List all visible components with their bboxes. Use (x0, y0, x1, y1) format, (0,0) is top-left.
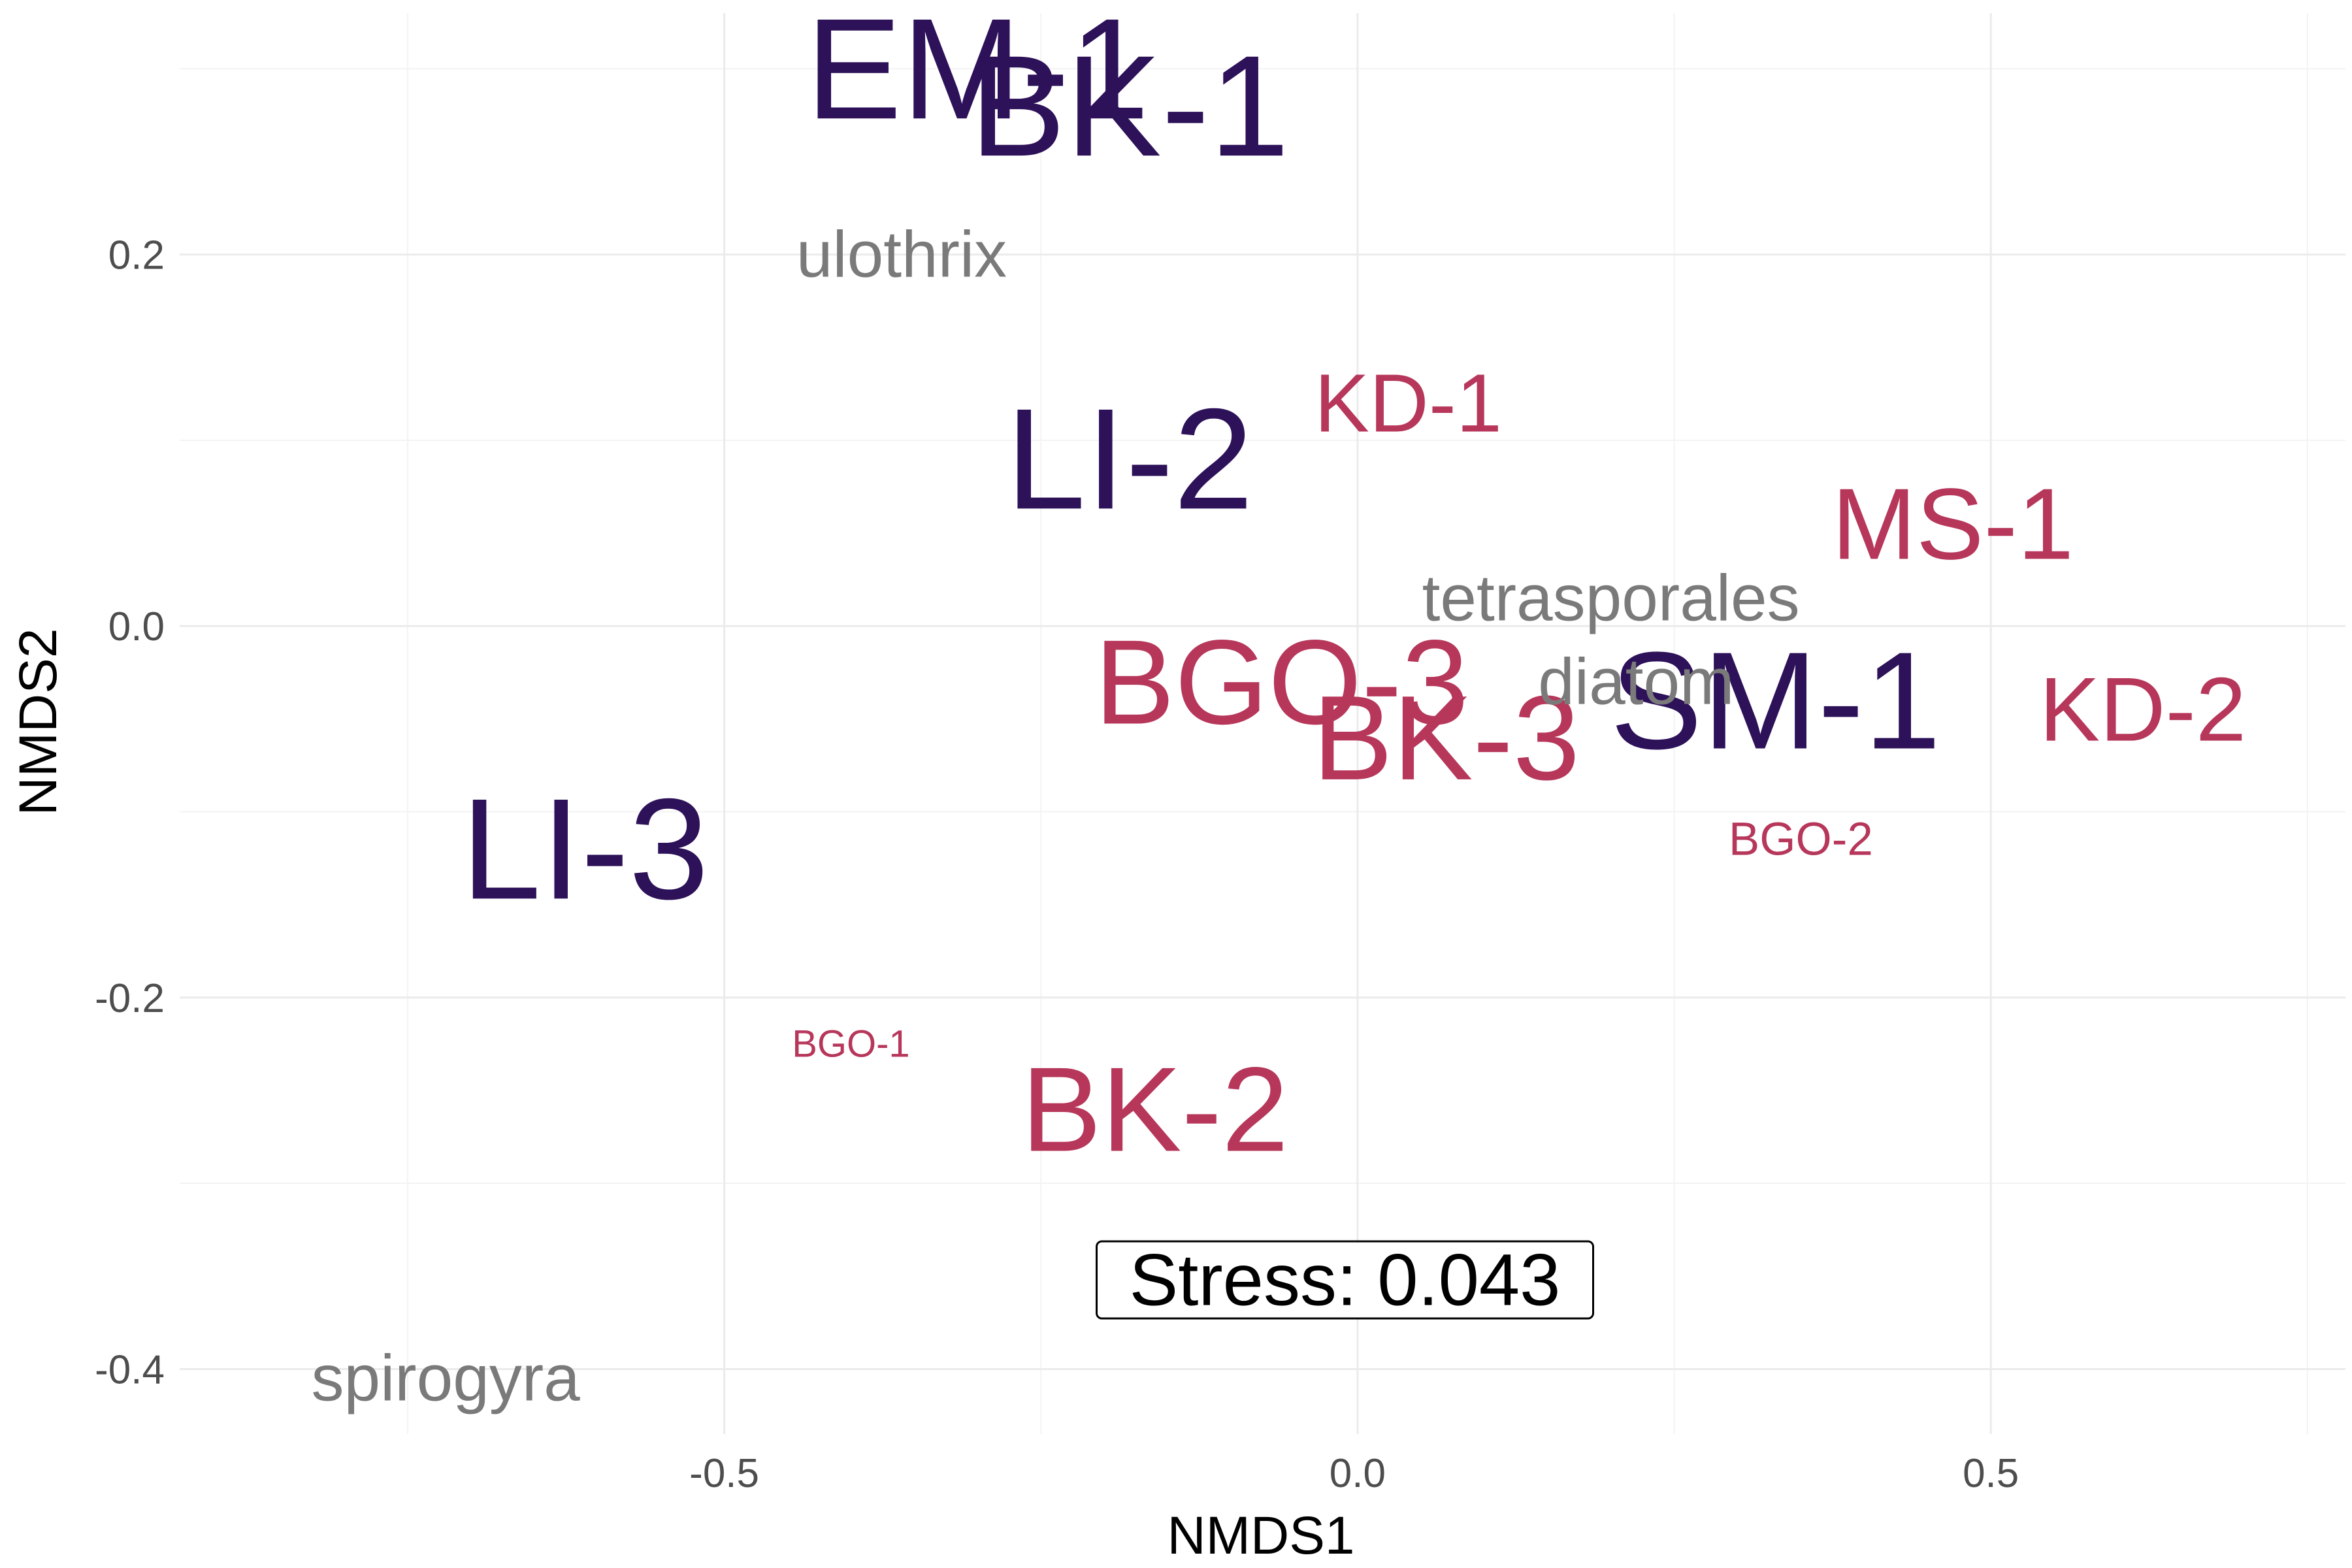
point-label-spirogyra: spirogyra (311, 1342, 580, 1415)
x-tick-label: 0.0 (1330, 1451, 1386, 1496)
point-label-ulothrix: ulothrix (796, 218, 1007, 291)
grid (180, 13, 2345, 1434)
y-axis-title: NMDS2 (8, 628, 68, 815)
y-axis-ticks: -0.4 -0.2 0.0 0.2 (95, 233, 165, 1393)
point-label-kd-2: KD-2 (2039, 659, 2246, 760)
point-label-kd-1: KD-1 (1315, 357, 1502, 449)
point-label-bk-3: BK-3 (1313, 670, 1580, 805)
point-label-tetrasporales: tetrasporales (1422, 562, 1800, 635)
point-label-sm-1: SM-1 (1610, 623, 1941, 777)
point-label-bk-2: BK-2 (1021, 1041, 1288, 1176)
stress-box (1096, 1240, 1595, 1320)
y-tick-label: -0.4 (95, 1347, 165, 1392)
y-tick-label: 0.0 (108, 604, 165, 649)
point-label-li-2: LI-2 (1005, 378, 1253, 539)
point-label-ms-1: MS-1 (1832, 467, 2074, 580)
x-tick-label: -0.5 (689, 1451, 759, 1496)
point-label-diatom: diatom (1538, 645, 1734, 719)
point-labels: EM-1BK-1LI-2LI-3SM-1KD-1MS-1KD-2BGO-3BK-… (311, 0, 2246, 1415)
x-tick-label: 0.5 (1963, 1451, 2019, 1496)
stress-annotation: Stress: 0.043 (1096, 1239, 1595, 1321)
point-label-bgo-1: BGO-1 (792, 1022, 910, 1065)
point-label-li-3: LI-3 (461, 768, 709, 929)
x-axis-title: NMDS1 (1167, 1506, 1354, 1565)
stress-text: Stress: 0.043 (1130, 1239, 1561, 1321)
point-label-bk-1: BK-1 (970, 25, 1289, 186)
y-tick-label: -0.2 (95, 976, 165, 1021)
x-axis-ticks: -0.5 0.0 0.5 (689, 1451, 2019, 1496)
y-tick-label: 0.2 (108, 233, 165, 278)
point-label-bgo-2: BGO-2 (1729, 814, 1873, 866)
point-label-em-1: EM-1 (806, 0, 1150, 149)
point-label-bgo-3: BGO-3 (1094, 615, 1469, 749)
